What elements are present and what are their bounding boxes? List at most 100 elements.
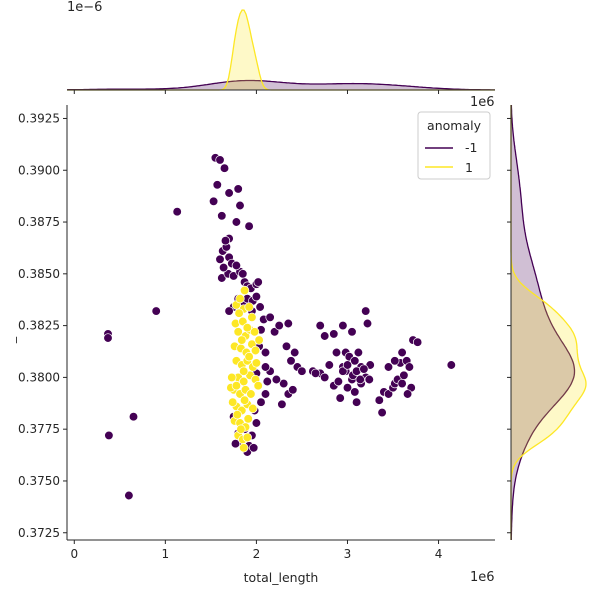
point-anomaly--1 (404, 362, 415, 372)
point-anomaly--1 (231, 260, 242, 271)
top-marginal-plot (66, 9, 495, 91)
point-anomaly--1 (333, 376, 344, 387)
x-tick-label: 2 (253, 547, 261, 561)
point-anomaly-1 (239, 285, 250, 296)
point-anomaly--1 (290, 347, 300, 358)
y-offset-label-right: 1e6 (470, 95, 495, 110)
point-anomaly--1 (256, 397, 266, 407)
point-anomaly--1 (331, 347, 342, 358)
point-anomaly-1 (254, 335, 264, 345)
point-anomaly--1 (103, 333, 113, 343)
point-anomaly--1 (397, 378, 407, 389)
point-anomaly-1 (253, 381, 263, 391)
point-anomaly--1 (255, 302, 265, 312)
point-anomaly-1 (231, 381, 242, 391)
point-anomaly--1 (244, 221, 254, 231)
point-anomaly--1 (286, 356, 296, 366)
right-marginal-plot (510, 105, 587, 540)
legend: anomaly -1 1 (417, 111, 491, 180)
point-anomaly--1 (271, 374, 282, 385)
point-anomaly--1 (249, 443, 259, 453)
legend-title: anomaly (427, 118, 482, 133)
point-anomaly--1 (342, 383, 353, 393)
point-anomaly--1 (351, 397, 362, 407)
point-anomaly-1 (236, 424, 246, 434)
y-tick-label: 0.3925 (18, 111, 60, 125)
point-anomaly--1 (224, 306, 234, 316)
point-anomaly--1 (208, 196, 219, 206)
point-anomaly--1 (215, 254, 225, 264)
point-anomaly--1 (329, 329, 339, 339)
point-anomaly-1 (248, 403, 258, 414)
point-anomaly--1 (281, 341, 292, 351)
point-anomaly--1 (218, 262, 229, 273)
main-axes (66, 89, 512, 541)
point-anomaly--1 (215, 155, 225, 165)
point-anomaly-1 (247, 312, 257, 322)
point-anomaly--1 (124, 490, 134, 501)
point-anomaly--1 (342, 360, 353, 370)
point-anomaly-1 (237, 335, 247, 345)
y-tick-label: 0.3775 (18, 422, 60, 436)
point-anomaly-1 (232, 410, 242, 420)
point-anomaly--1 (217, 211, 227, 221)
point-anomaly--1 (338, 320, 348, 331)
point-anomaly-1 (249, 327, 260, 337)
point-anomaly--1 (269, 327, 280, 337)
point-anomaly--1 (412, 337, 423, 347)
point-anomaly-1 (251, 358, 262, 368)
point-anomaly--1 (310, 368, 321, 378)
point-anomaly--1 (347, 327, 357, 337)
point-anomaly--1 (397, 347, 407, 358)
point-anomaly--1 (390, 356, 400, 366)
x-tick-label: 3 (344, 547, 352, 561)
point-anomaly--1 (228, 271, 239, 281)
legend-label-neg1: -1 (465, 140, 477, 155)
point-anomaly--1 (253, 277, 263, 287)
point-anomaly--1 (338, 366, 348, 376)
top-kde-fill--1 (67, 80, 495, 90)
point-anomaly--1 (224, 188, 234, 198)
top-kde-line-1 (67, 9, 495, 91)
point-anomaly--1 (350, 356, 360, 366)
point-anomaly--1 (262, 376, 272, 387)
point-anomaly-1 (242, 432, 252, 443)
point-anomaly--1 (335, 393, 345, 403)
point-anomaly-1 (244, 302, 254, 312)
point-anomaly--1 (260, 362, 271, 372)
point-anomaly--1 (172, 207, 182, 217)
point-anomaly--1 (265, 312, 275, 322)
point-anomaly--1 (220, 236, 231, 246)
point-anomaly--1 (383, 389, 394, 399)
point-anomaly--1 (320, 372, 330, 383)
point-anomaly--1 (277, 399, 287, 409)
point-anomaly--1 (230, 439, 241, 449)
point-anomaly-1 (242, 323, 252, 333)
y-tick-label: 0.3750 (18, 474, 60, 488)
point-anomaly-1 (244, 352, 254, 362)
point-anomaly--1 (402, 389, 413, 399)
legend-box (417, 111, 491, 180)
point-anomaly--1 (361, 306, 371, 316)
point-anomaly--1 (353, 347, 364, 358)
y-tick-label: 0.3825 (18, 319, 60, 333)
point-anomaly--1 (350, 387, 360, 397)
point-anomaly--1 (219, 163, 230, 173)
point-anomaly--1 (238, 269, 248, 279)
x-axis-label: total_length (244, 570, 319, 585)
x-tick-label: 1 (162, 547, 170, 561)
point-anomaly--1 (374, 395, 384, 405)
point-anomaly-1 (227, 372, 237, 383)
point-anomaly--1 (320, 331, 330, 341)
point-anomaly--1 (151, 306, 161, 316)
point-anomaly--1 (297, 366, 307, 376)
point-anomaly--1 (283, 318, 293, 329)
point-anomaly--1 (251, 418, 262, 428)
point-anomaly--1 (212, 180, 222, 190)
point-anomaly--1 (260, 389, 271, 399)
point-anomaly-1 (243, 414, 253, 424)
y-tick-label: 0.3850 (18, 267, 60, 281)
point-anomaly-1 (235, 294, 245, 304)
right-kde-fill--1 (511, 105, 575, 540)
point-anomaly--1 (359, 364, 369, 374)
